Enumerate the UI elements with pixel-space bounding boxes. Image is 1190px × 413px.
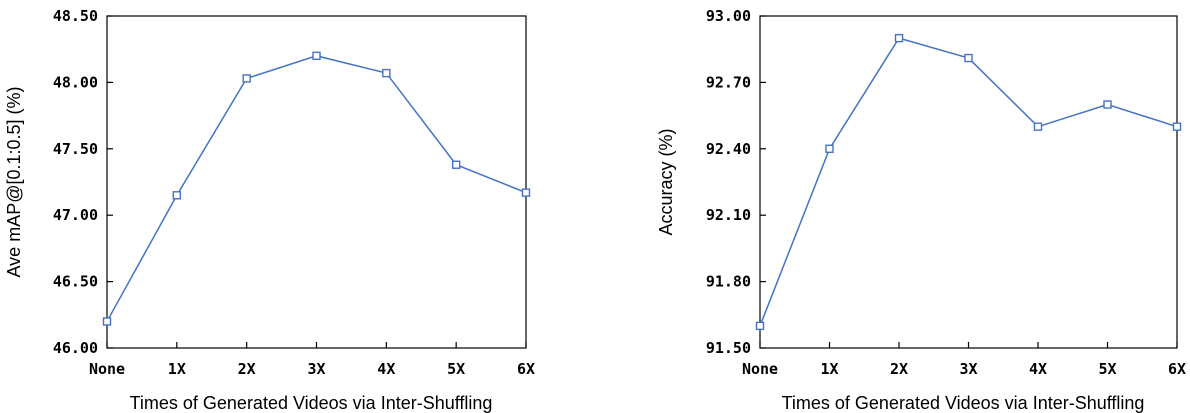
y-tick-label: 47.00 <box>53 206 98 224</box>
x-tick-label: 3X <box>307 360 325 378</box>
y-tick-label: 48.50 <box>53 7 98 25</box>
data-point-marker <box>1033 122 1043 131</box>
x-tick-label: 4X <box>377 360 395 378</box>
x-tick-label: 2X <box>890 360 908 378</box>
data-point-marker <box>755 321 765 331</box>
plot-area-frame <box>759 15 1178 349</box>
data-point-marker <box>172 191 182 200</box>
x-axis-title: Times of Generated Videos via Inter-Shuf… <box>782 393 1145 413</box>
x-tick-label: 3X <box>959 360 977 378</box>
y-tick-label: 92.70 <box>706 73 751 91</box>
y-axis-title: Accuracy (%) <box>656 128 676 235</box>
y-tick-label: 47.50 <box>53 140 98 158</box>
y-tick-label: 93.00 <box>706 7 751 25</box>
x-tick-labels: None 1X 2X 3X 4X 5X 6X <box>742 360 1186 378</box>
y-axis-title: Ave mAP@[0.1:0.5] (%) <box>4 86 24 277</box>
y-tick-labels: 91.50 91.80 92.10 92.40 92.70 93.00 <box>706 7 751 357</box>
data-point-marker <box>521 188 531 197</box>
x-tick-label: None <box>89 360 125 378</box>
y-tick-label: 91.50 <box>706 339 751 357</box>
x-tick-label: 2X <box>238 360 256 378</box>
data-point-marker <box>1103 100 1112 109</box>
tick-marks <box>759 15 1178 349</box>
y-tick-labels: 46.00 46.50 47.00 47.50 48.00 48.50 <box>53 7 98 357</box>
series-line <box>759 37 1178 327</box>
tick-marks <box>106 15 527 349</box>
data-point-marker <box>451 160 461 169</box>
x-tick-label: 1X <box>820 360 838 378</box>
y-tick-label: 92.10 <box>706 206 751 224</box>
chart-accuracy: 91.50 91.80 92.10 92.40 92.70 93.00 None 1X 2X 3… <box>656 7 1186 413</box>
series-markers <box>755 33 1182 331</box>
y-tick-label: 46.00 <box>53 339 98 357</box>
data-point-marker <box>242 74 251 83</box>
data-point-marker <box>312 51 321 61</box>
data-point-marker <box>894 33 904 43</box>
x-tick-label: 5X <box>1098 360 1116 378</box>
data-point-marker <box>825 144 834 154</box>
y-tick-label: 48.00 <box>53 73 98 91</box>
x-tick-label: 6X <box>1168 360 1186 378</box>
x-tick-label: None <box>742 360 778 378</box>
y-tick-label: 92.40 <box>706 140 751 158</box>
y-tick-label: 91.80 <box>706 273 751 291</box>
series-markers <box>102 51 531 326</box>
data-point-marker <box>382 68 391 78</box>
x-axis-title: Times of Generated Videos via Inter-Shuf… <box>130 393 493 413</box>
x-tick-label: 6X <box>517 360 535 378</box>
data-point-marker <box>1172 122 1182 131</box>
data-point-marker <box>102 317 112 326</box>
x-tick-label: 4X <box>1029 360 1047 378</box>
chart-map: 46.00 46.50 47.00 47.50 48.00 48.50 None 1X 2X 3… <box>4 7 535 413</box>
x-tick-label: 1X <box>168 360 186 378</box>
plot-area-frame <box>106 15 527 349</box>
series-line <box>106 55 527 322</box>
data-point-marker <box>964 53 973 63</box>
x-tick-label: 5X <box>447 360 465 378</box>
y-tick-label: 46.50 <box>53 273 98 291</box>
x-tick-labels: None 1X 2X 3X 4X 5X 6X <box>89 360 535 378</box>
